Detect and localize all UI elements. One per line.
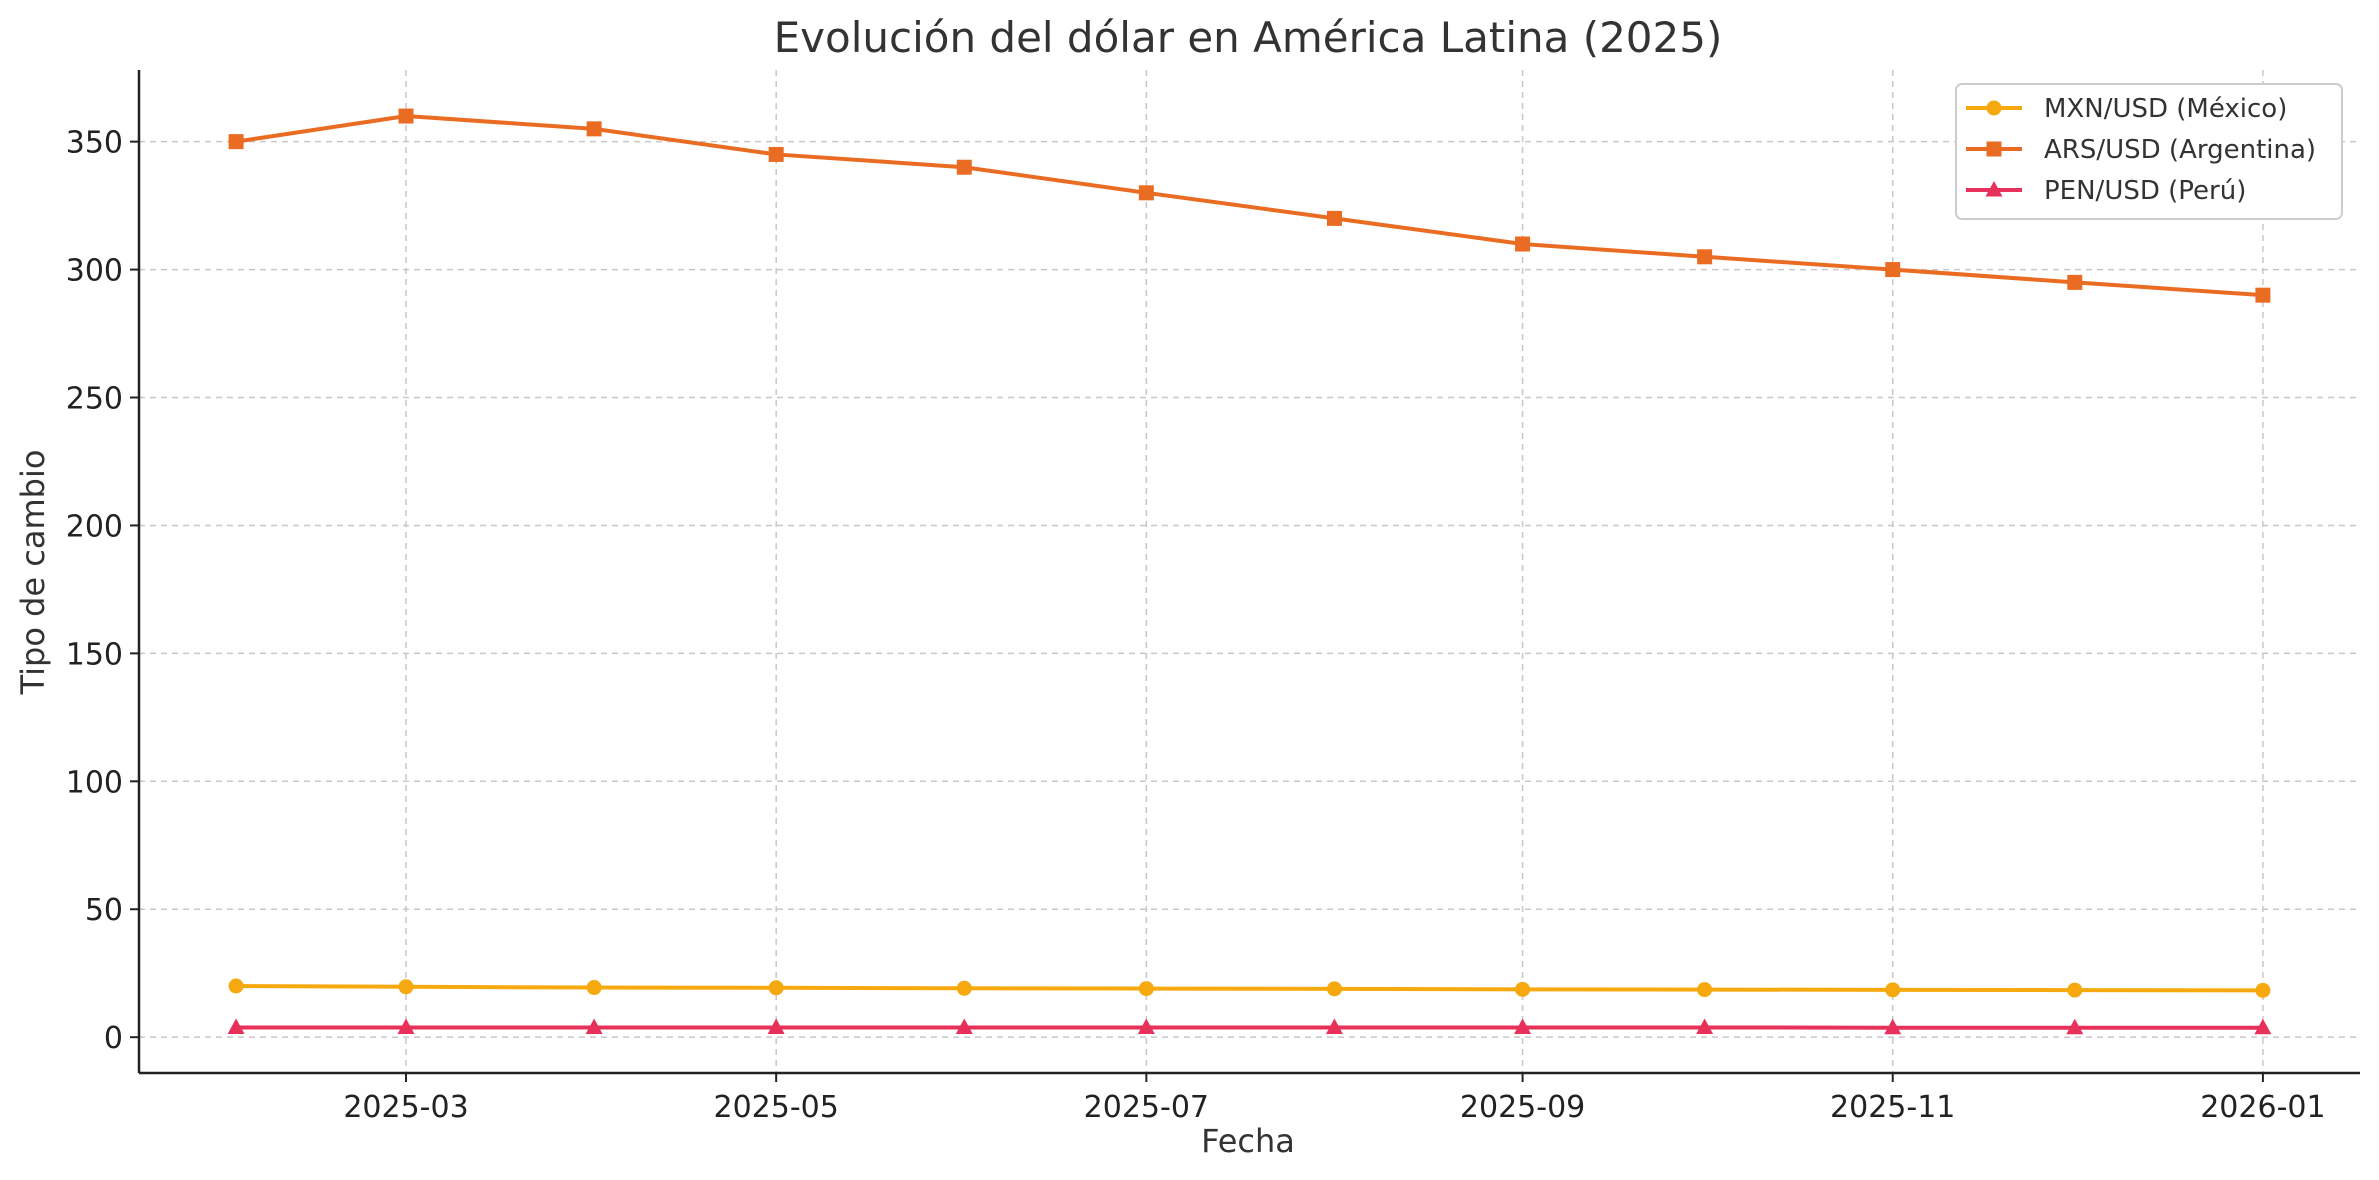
y-tick-label: 50 xyxy=(85,893,123,928)
series-line xyxy=(234,114,2265,298)
tick-labels: 0 50 100 150 200 250 300 350 2025-03 2025-05 2025-… xyxy=(66,126,2326,1125)
data-point xyxy=(1697,982,1713,998)
data-point xyxy=(1885,262,1901,278)
data-point xyxy=(767,1018,785,1034)
data-point xyxy=(2255,982,2271,998)
legend-item: PEN/USD (Perú) xyxy=(1966,176,2246,206)
data-point xyxy=(585,1018,603,1034)
data-point xyxy=(1515,981,1531,997)
chart-title: Evolución del dólar en América Latina (2… xyxy=(774,13,1723,62)
legend-box xyxy=(1955,83,2343,220)
legend-item: ARS/USD (Argentina) xyxy=(1966,135,2316,165)
data-point xyxy=(586,980,602,996)
data-point xyxy=(227,1018,245,1034)
data-point xyxy=(2066,1018,2084,1035)
x-tick-label: 2025-05 xyxy=(713,1090,838,1125)
data-point xyxy=(398,108,414,124)
data-point xyxy=(1138,185,1154,201)
y-tick-label: 350 xyxy=(66,126,123,161)
x-tick-label: 2025-03 xyxy=(343,1090,468,1125)
grid-lines xyxy=(139,70,2360,1073)
data-point xyxy=(1885,982,1901,998)
legend-label: MXN/USD (México) xyxy=(2044,94,2287,124)
data-point xyxy=(956,159,972,175)
data-point xyxy=(1326,981,1342,997)
data-point xyxy=(2254,1018,2272,1035)
data-point xyxy=(1697,249,1713,265)
data-point xyxy=(768,980,784,996)
legend-swatch-marker xyxy=(1986,100,2002,116)
legend-label: PEN/USD (Perú) xyxy=(2044,176,2246,206)
data-point xyxy=(1515,236,1531,252)
x-tick-label: 2025-07 xyxy=(1084,1090,1209,1125)
data-point xyxy=(1137,1018,1155,1034)
data-point xyxy=(397,1018,415,1034)
data-point xyxy=(1138,981,1154,997)
data-point xyxy=(228,978,244,994)
legend-label: ARS/USD (Argentina) xyxy=(2044,135,2316,165)
y-tick-label: 100 xyxy=(66,765,123,800)
data-point xyxy=(586,121,602,137)
x-tick-label: 2026-01 xyxy=(2200,1090,2325,1125)
data-point xyxy=(1514,1018,1532,1034)
y-tick-label: 0 xyxy=(104,1021,123,1056)
axes xyxy=(137,70,2360,1075)
data-point xyxy=(955,1018,973,1034)
data-point xyxy=(2067,982,2083,998)
legend-swatch-marker xyxy=(1985,181,2003,197)
data-point xyxy=(768,146,784,162)
y-tick-label: 300 xyxy=(66,254,123,289)
legend: MXN/USD (México) ARS/USD (Argentina) PEN/U… xyxy=(1955,83,2343,220)
legend-swatch-marker xyxy=(1986,141,2002,157)
data-point xyxy=(398,979,414,995)
x-tick-label: 2025-11 xyxy=(1830,1090,1955,1125)
series-lines xyxy=(227,108,2272,1035)
data-point xyxy=(1696,1018,1714,1034)
data-point xyxy=(1325,1018,1343,1034)
series-1 xyxy=(228,978,2271,998)
data-point xyxy=(1884,1018,1902,1035)
x-tick-label: 2025-09 xyxy=(1460,1090,1585,1125)
series-3 xyxy=(227,1018,2272,1035)
data-point xyxy=(2067,274,2083,290)
data-point xyxy=(956,980,972,996)
x-axis-label: Fecha xyxy=(1201,1122,1295,1160)
y-tick-label: 150 xyxy=(66,637,123,672)
legend-item: MXN/USD (México) xyxy=(1966,94,2287,124)
y-tick-label: 250 xyxy=(66,382,123,417)
series-line xyxy=(234,984,2265,993)
data-point xyxy=(1326,210,1342,226)
data-point xyxy=(228,134,244,150)
series-2 xyxy=(228,108,2271,303)
y-axis-label: Tipo de cambio xyxy=(14,450,52,696)
y-tick-label: 200 xyxy=(66,509,123,544)
data-point xyxy=(2255,287,2271,303)
